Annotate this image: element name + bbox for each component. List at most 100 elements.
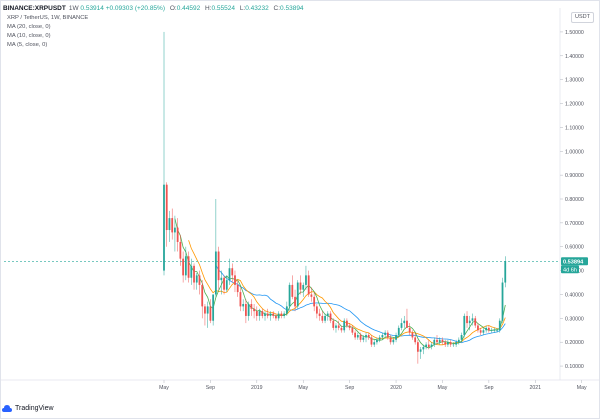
candle-body bbox=[288, 284, 291, 307]
candle-body bbox=[195, 275, 198, 283]
candle-body bbox=[408, 327, 411, 333]
candle-body bbox=[433, 339, 436, 345]
candle-body bbox=[176, 227, 179, 242]
candle-body bbox=[269, 313, 272, 316]
candle-body bbox=[354, 332, 356, 338]
cloud-icon bbox=[2, 404, 12, 413]
candle-body bbox=[504, 261, 507, 283]
tradingview-logo[interactable]: TradingView bbox=[2, 401, 54, 415]
low-label: L: bbox=[239, 5, 246, 12]
candle-body bbox=[234, 275, 236, 285]
candle-body bbox=[403, 320, 406, 324]
y-tick-label: 1.10000 bbox=[565, 125, 584, 131]
candle-body bbox=[277, 313, 280, 319]
y-tick-label: 1.30000 bbox=[565, 78, 584, 84]
open-value: 0.44592 bbox=[176, 5, 201, 12]
candle-body bbox=[296, 282, 299, 307]
candle-body bbox=[384, 332, 387, 336]
candle-body bbox=[258, 311, 261, 316]
high-label: H: bbox=[205, 5, 212, 12]
candle-body bbox=[182, 258, 185, 276]
symbol-label[interactable]: BINANCE:XRPUSDT bbox=[3, 5, 66, 12]
candle-body bbox=[247, 304, 250, 316]
candle-body bbox=[332, 320, 335, 328]
legend-ma10[interactable]: MA (10, close, 0) bbox=[7, 33, 51, 39]
candle-body bbox=[179, 241, 182, 259]
candle-body bbox=[422, 346, 425, 350]
candle-body bbox=[346, 320, 348, 326]
last-price-tag-bg bbox=[561, 257, 588, 266]
candle-body bbox=[168, 218, 171, 231]
y-tick-label: 1.40000 bbox=[565, 54, 584, 60]
candle-body bbox=[430, 344, 433, 347]
y-tick-label: 0.20000 bbox=[565, 340, 584, 346]
candle-body bbox=[299, 282, 302, 290]
y-tick-label: 1.50000 bbox=[565, 30, 584, 36]
y-tick-label: 1.20000 bbox=[565, 102, 584, 108]
candle-body bbox=[253, 308, 255, 312]
candle-body bbox=[214, 251, 217, 295]
interval-label[interactable]: 1W bbox=[68, 5, 79, 12]
legend-ma5[interactable]: MA (5, close, 0) bbox=[7, 42, 48, 48]
x-tick-label: May bbox=[298, 385, 308, 391]
candle-body bbox=[455, 342, 458, 345]
candle-body bbox=[406, 320, 408, 328]
candle-body bbox=[255, 311, 258, 316]
candle-body bbox=[326, 313, 329, 316]
candle-body bbox=[163, 184, 165, 271]
candle-body bbox=[171, 218, 174, 233]
ma20-line bbox=[215, 265, 506, 344]
candle-body bbox=[466, 315, 468, 324]
candle-body bbox=[266, 313, 269, 316]
candle-body bbox=[250, 304, 253, 309]
candle-body bbox=[468, 320, 471, 324]
candle-body bbox=[441, 339, 444, 343]
candle-body bbox=[275, 315, 277, 319]
candle-body bbox=[307, 275, 310, 295]
candle-body bbox=[414, 337, 417, 343]
candle-body bbox=[318, 313, 321, 316]
candle-body bbox=[463, 315, 466, 336]
last-price-tag: 0.53894 bbox=[563, 259, 584, 265]
y-tick-label: 0.80000 bbox=[565, 197, 584, 203]
candle-body bbox=[400, 323, 403, 328]
candle-body bbox=[365, 335, 367, 338]
candle-body bbox=[193, 265, 195, 283]
ohlc-header: BINANCE:XRPUSDT 1W 0.53914 +0.09303 (+20.… bbox=[3, 3, 304, 14]
candle-body bbox=[283, 313, 286, 316]
candle-body bbox=[321, 315, 324, 321]
y-tick-label: 0.70000 bbox=[565, 221, 584, 227]
legend-ma20[interactable]: MA (20, close, 0) bbox=[7, 24, 51, 30]
x-tick-label: Sep bbox=[484, 385, 493, 391]
candle-body bbox=[294, 296, 296, 307]
x-tick-label: May bbox=[159, 385, 169, 391]
y-tick-label: 0.30000 bbox=[565, 316, 584, 322]
legend-title[interactable]: XRP / TetherUS, 1W, BINANCE bbox=[7, 15, 89, 21]
candle-body bbox=[367, 335, 370, 338]
candle-body bbox=[310, 294, 313, 297]
candle-body bbox=[187, 256, 190, 278]
candle-body bbox=[228, 268, 231, 281]
currency-badge[interactable]: USDT bbox=[571, 12, 594, 23]
candle-body bbox=[239, 292, 242, 307]
candle-body bbox=[376, 339, 378, 343]
candle-body bbox=[190, 265, 193, 278]
x-tick-label: May bbox=[577, 385, 587, 391]
candle-body bbox=[471, 318, 474, 321]
candle-body bbox=[329, 313, 332, 321]
price-axis: 1.50000 1.40000 1.30000 1.20000 1.10000 1.000… bbox=[560, 30, 584, 370]
candle-body bbox=[236, 284, 239, 293]
candle-body bbox=[419, 349, 422, 352]
candle-body bbox=[370, 337, 373, 345]
candle-body bbox=[261, 311, 264, 316]
countdown-tag-bg bbox=[561, 265, 579, 274]
x-tick-label: 2020 bbox=[390, 385, 402, 391]
candle-body bbox=[165, 184, 168, 231]
candle-body bbox=[457, 339, 460, 343]
candle-body bbox=[242, 304, 245, 307]
y-tick-label: 0.40000 bbox=[565, 292, 584, 298]
candle-body bbox=[198, 275, 201, 285]
ma10-line bbox=[188, 240, 506, 346]
close-value: 0.53894 bbox=[280, 5, 304, 12]
